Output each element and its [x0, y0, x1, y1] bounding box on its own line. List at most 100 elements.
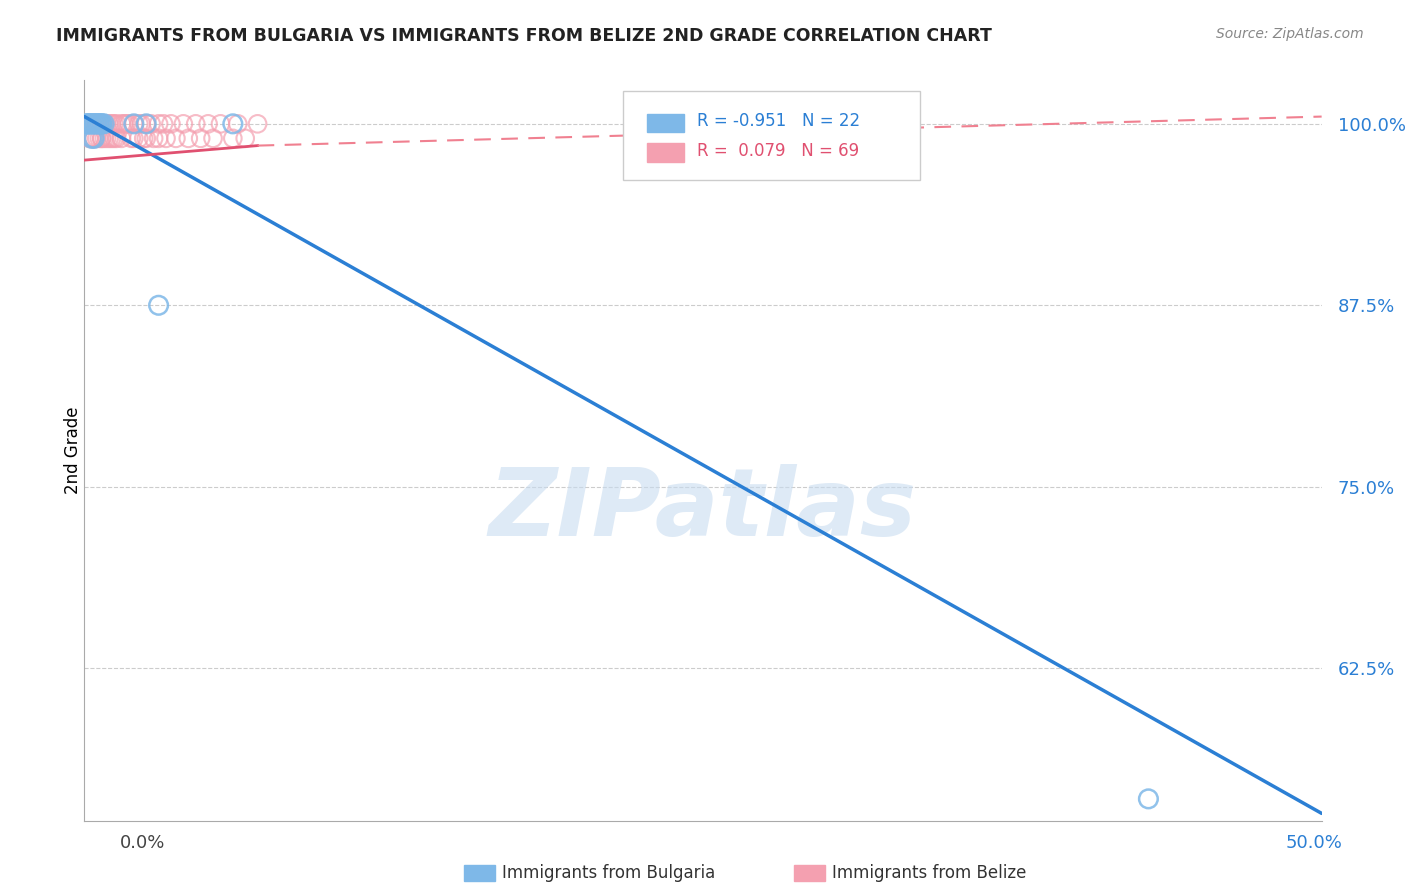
- Point: [93, 117, 115, 131]
- Text: 0.0%: 0.0%: [120, 834, 165, 852]
- Point: [79, 131, 101, 145]
- Text: Immigrants from Bulgaria: Immigrants from Bulgaria: [502, 864, 716, 882]
- Point: [80, 117, 103, 131]
- Point: [129, 117, 152, 131]
- Point: [93, 117, 115, 131]
- Point: [110, 117, 132, 131]
- Point: [172, 117, 194, 131]
- Point: [86, 131, 108, 145]
- Point: [83, 117, 105, 131]
- Point: [209, 117, 232, 131]
- Y-axis label: 2nd Grade: 2nd Grade: [65, 407, 82, 494]
- Point: [89, 131, 111, 145]
- Point: [132, 131, 155, 145]
- Text: R = -0.951   N = 22: R = -0.951 N = 22: [697, 112, 860, 130]
- Point: [184, 117, 207, 131]
- Point: [142, 131, 165, 145]
- Point: [80, 117, 103, 131]
- Point: [141, 117, 163, 131]
- Point: [86, 117, 108, 131]
- Point: [1137, 792, 1160, 806]
- Point: [83, 131, 105, 145]
- Point: [80, 117, 103, 131]
- Point: [222, 131, 245, 145]
- Point: [80, 117, 103, 131]
- Point: [76, 117, 98, 131]
- Point: [148, 131, 170, 145]
- Point: [246, 117, 269, 131]
- Point: [135, 117, 157, 131]
- Point: [226, 117, 249, 131]
- Point: [190, 131, 212, 145]
- Bar: [647, 144, 685, 161]
- Point: [222, 117, 245, 131]
- Point: [93, 117, 115, 131]
- Point: [89, 117, 111, 131]
- Point: [83, 117, 105, 131]
- Point: [86, 117, 108, 131]
- Point: [100, 117, 122, 131]
- Point: [80, 117, 103, 131]
- Point: [112, 117, 135, 131]
- Point: [79, 117, 101, 131]
- Point: [148, 298, 170, 312]
- Point: [76, 117, 98, 131]
- Text: R =  0.079   N = 69: R = 0.079 N = 69: [697, 142, 859, 160]
- Point: [177, 131, 200, 145]
- Point: [103, 117, 125, 131]
- Point: [96, 117, 118, 131]
- Point: [86, 117, 108, 131]
- FancyBboxPatch shape: [623, 91, 920, 180]
- Point: [90, 117, 112, 131]
- Point: [79, 117, 101, 131]
- Text: ZIPatlas: ZIPatlas: [489, 464, 917, 556]
- Point: [165, 131, 187, 145]
- Point: [86, 117, 108, 131]
- Point: [122, 117, 145, 131]
- Point: [197, 117, 219, 131]
- Point: [83, 131, 105, 145]
- Point: [135, 131, 157, 145]
- Point: [120, 131, 142, 145]
- Point: [98, 131, 121, 145]
- Point: [118, 117, 141, 131]
- Point: [110, 131, 132, 145]
- Bar: [647, 113, 685, 132]
- Point: [90, 117, 112, 131]
- Point: [105, 131, 128, 145]
- Point: [96, 131, 118, 145]
- Point: [155, 131, 177, 145]
- Point: [122, 117, 145, 131]
- Point: [80, 131, 103, 145]
- Text: Source: ZipAtlas.com: Source: ZipAtlas.com: [1216, 27, 1364, 41]
- Point: [135, 117, 157, 131]
- Point: [76, 117, 98, 131]
- Point: [90, 117, 112, 131]
- Point: [89, 117, 111, 131]
- Point: [100, 131, 122, 145]
- Text: IMMIGRANTS FROM BULGARIA VS IMMIGRANTS FROM BELIZE 2ND GRADE CORRELATION CHART: IMMIGRANTS FROM BULGARIA VS IMMIGRANTS F…: [56, 27, 993, 45]
- Point: [89, 117, 111, 131]
- Point: [90, 131, 112, 145]
- Point: [80, 131, 103, 145]
- Point: [122, 131, 145, 145]
- Point: [83, 117, 105, 131]
- Point: [76, 117, 98, 131]
- Point: [115, 117, 138, 131]
- Text: Immigrants from Belize: Immigrants from Belize: [832, 864, 1026, 882]
- Point: [90, 117, 112, 131]
- Point: [128, 117, 150, 131]
- Point: [148, 117, 170, 131]
- Point: [233, 131, 256, 145]
- Point: [93, 131, 115, 145]
- Point: [128, 131, 150, 145]
- Point: [103, 131, 125, 145]
- Point: [160, 117, 183, 131]
- Point: [79, 117, 101, 131]
- Point: [152, 117, 174, 131]
- Point: [90, 131, 112, 145]
- Text: 50.0%: 50.0%: [1286, 834, 1343, 852]
- Point: [202, 131, 225, 145]
- Point: [105, 117, 128, 131]
- Point: [86, 117, 108, 131]
